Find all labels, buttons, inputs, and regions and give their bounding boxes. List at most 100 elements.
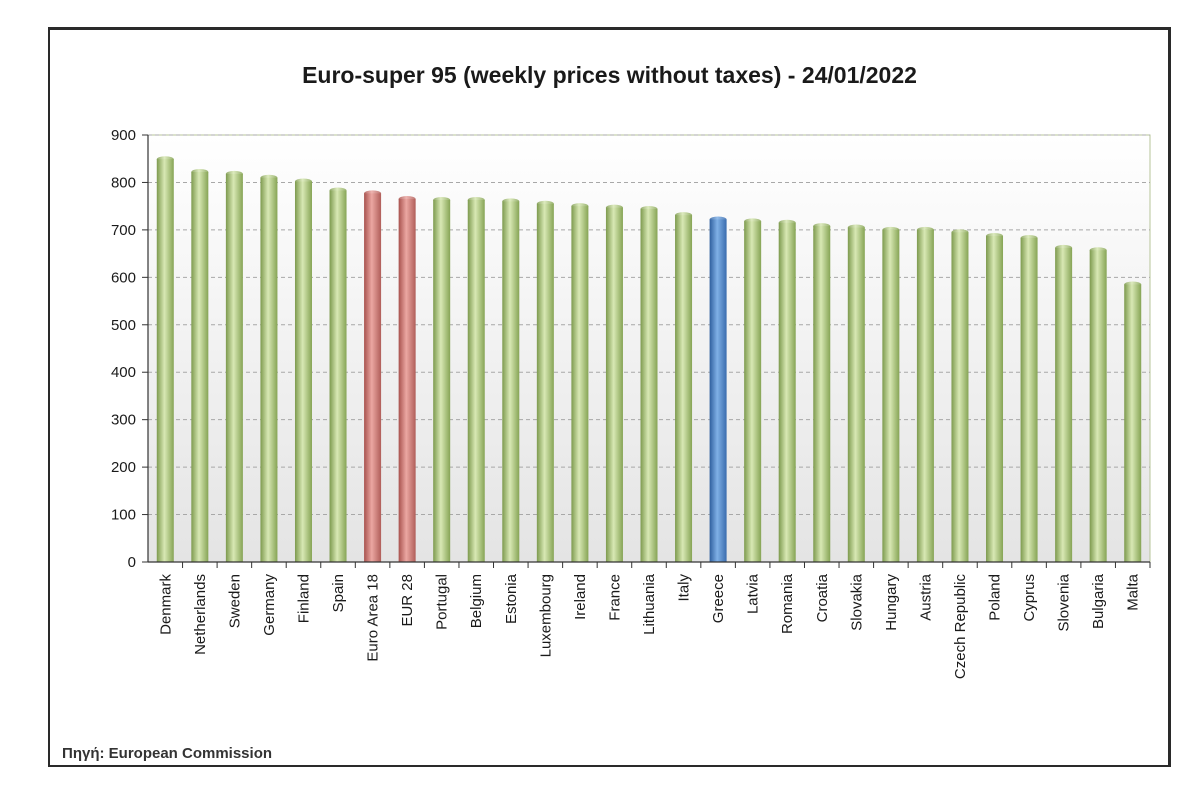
- bar-body: [605, 207, 623, 562]
- bar: [1020, 234, 1038, 562]
- bar: [986, 233, 1004, 562]
- bar-cap: [1055, 244, 1073, 251]
- y-tick-labels: 0 100 200 300 400 500 600 700 800 900: [111, 127, 136, 571]
- bar-cap: [813, 223, 831, 230]
- bar: [536, 200, 554, 563]
- bar-cap: [675, 212, 693, 219]
- bar: [364, 190, 382, 562]
- category-label: Croatia: [814, 573, 831, 622]
- bar-cap: [986, 233, 1004, 240]
- bar-body: [640, 209, 658, 562]
- category-label: Denmark: [157, 574, 174, 635]
- bar-body: [1089, 250, 1107, 563]
- category-label: Cyprus: [1021, 574, 1038, 622]
- bar-body: [329, 190, 347, 562]
- bar: [605, 204, 623, 562]
- category-label: Hungary: [883, 574, 900, 631]
- bar-cap: [605, 204, 623, 211]
- category-label: Slovakia: [848, 573, 865, 630]
- category-label: Sweden: [226, 574, 243, 628]
- bar-cap: [847, 224, 865, 231]
- category-label: Malta: [1125, 573, 1142, 610]
- bar-cap: [882, 226, 900, 233]
- category-label: Romania: [779, 573, 796, 634]
- category-label: Finland: [295, 574, 312, 623]
- bar-cap: [364, 190, 382, 197]
- category-labels: Denmark Netherlands Sweden Germany Finland Sp…: [157, 573, 1141, 679]
- bar-body: [1020, 237, 1038, 562]
- bar: [847, 224, 865, 562]
- bar: [675, 212, 693, 563]
- bar-cap: [1124, 281, 1142, 288]
- bar-cap: [191, 169, 209, 176]
- bar-cap: [433, 196, 451, 203]
- y-tick-label: 100: [111, 507, 136, 524]
- y-tick-label: 0: [128, 554, 136, 571]
- bar-cap: [778, 219, 796, 226]
- bar-body: [709, 219, 727, 562]
- bar-cap: [951, 229, 969, 236]
- bar-body: [744, 221, 762, 563]
- bar: [1055, 244, 1073, 562]
- bar: [398, 196, 416, 563]
- bar-body: [467, 199, 485, 562]
- category-label: Italy: [676, 574, 693, 602]
- category-label: Belgium: [468, 574, 485, 628]
- bar-cap: [329, 187, 347, 194]
- bar-cap: [294, 178, 312, 185]
- category-label: Portugal: [434, 574, 451, 630]
- bar: [778, 219, 796, 562]
- category-label: Austria: [917, 573, 934, 620]
- bar-cap: [744, 218, 762, 225]
- bar-body: [364, 193, 382, 562]
- bar: [294, 178, 312, 563]
- category-label: Euro Area 18: [365, 574, 382, 662]
- category-label: Ireland: [572, 574, 589, 620]
- category-label: Luxembourg: [537, 574, 554, 657]
- bar: [951, 229, 969, 562]
- bar-body: [675, 215, 693, 563]
- bar-body: [847, 227, 865, 562]
- category-label: France: [606, 574, 623, 621]
- chart-title: Euro-super 95 (weekly prices without tax…: [302, 62, 917, 88]
- bar: [916, 226, 934, 562]
- bar-body: [502, 201, 520, 562]
- y-tick-label: 500: [111, 317, 136, 334]
- category-label: Spain: [330, 574, 347, 612]
- bars: [156, 156, 1142, 563]
- bar: [709, 216, 727, 562]
- bar-cap: [156, 156, 174, 163]
- bar-cap: [536, 200, 554, 207]
- bar: [571, 203, 589, 562]
- category-label: Bulgaria: [1090, 573, 1107, 629]
- axes: [142, 134, 1151, 568]
- bar-body: [882, 229, 900, 562]
- bar-cap: [225, 170, 243, 177]
- y-tick-label: 200: [111, 459, 136, 476]
- bar-cap: [709, 216, 727, 223]
- bar: [1089, 247, 1107, 563]
- category-label: Poland: [987, 574, 1004, 621]
- bar-body: [813, 226, 831, 563]
- category-label: Germany: [261, 574, 278, 636]
- y-tick-label: 900: [111, 127, 136, 144]
- bar: [640, 206, 658, 562]
- bar-body: [916, 229, 934, 562]
- bar-body: [1055, 247, 1073, 562]
- bar-cap: [467, 196, 485, 203]
- bar-cap: [640, 206, 658, 213]
- bar: [1124, 281, 1142, 562]
- bar-body: [260, 177, 278, 562]
- bar-cap: [260, 174, 278, 181]
- bar: [744, 218, 762, 563]
- bar-body: [398, 199, 416, 563]
- bar: [225, 170, 243, 562]
- bar: [433, 196, 451, 562]
- bar-cap: [1020, 234, 1038, 241]
- y-tick-label: 600: [111, 269, 136, 286]
- y-tick-label: 800: [111, 174, 136, 191]
- bar-body: [1124, 284, 1142, 562]
- bar-body: [156, 159, 174, 563]
- category-label: Slovenia: [1056, 573, 1073, 631]
